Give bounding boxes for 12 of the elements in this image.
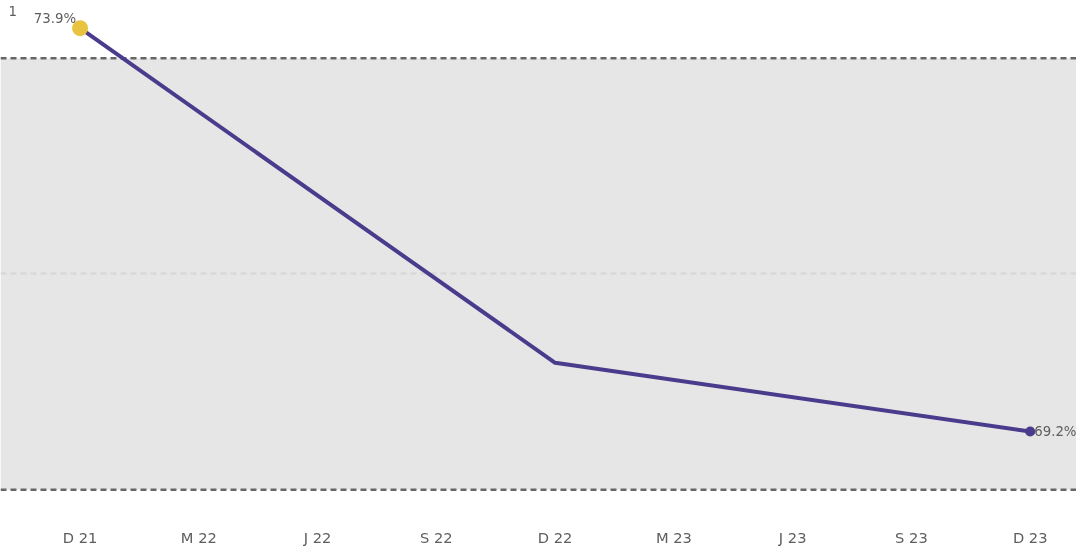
data-label: 69.2% bbox=[1034, 423, 1076, 439]
x-tick-label: J 22 bbox=[302, 528, 332, 546]
x-tick-label: M 22 bbox=[180, 528, 217, 546]
x-tick-label: J 23 bbox=[777, 528, 807, 546]
x-tick-label: D 23 bbox=[1012, 528, 1048, 546]
data-label: 73.9% bbox=[33, 10, 77, 26]
text: 1 bbox=[8, 4, 17, 20]
x-tick-label: D 21 bbox=[62, 528, 98, 546]
x-tick-label: M 23 bbox=[655, 528, 692, 546]
x-tick-label: D 22 bbox=[537, 528, 573, 546]
x-tick-label: S 22 bbox=[420, 528, 453, 546]
x-tick-label: S 23 bbox=[895, 528, 928, 546]
